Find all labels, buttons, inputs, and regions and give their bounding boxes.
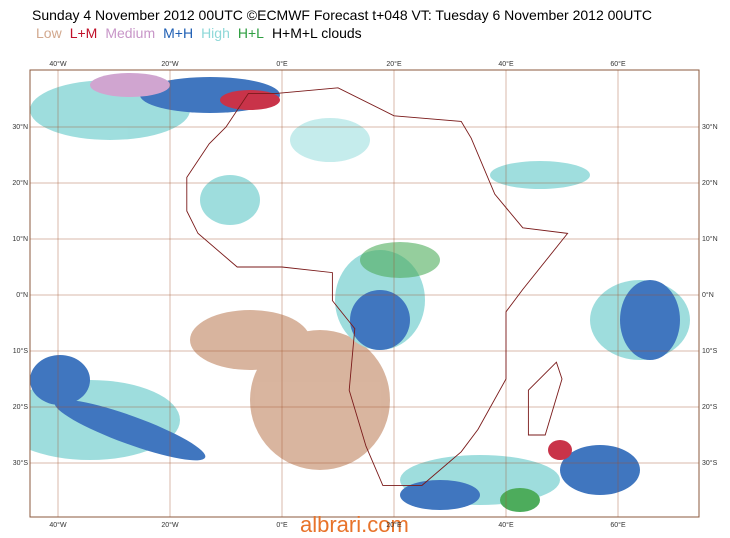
coastline bbox=[186, 87, 569, 486]
lat-label: 20°N bbox=[702, 179, 718, 187]
lon-label: 20°E bbox=[386, 60, 402, 68]
map-frame bbox=[29, 69, 700, 518]
lat-label: 20°S bbox=[13, 403, 29, 411]
lat-label: 30°S bbox=[13, 459, 29, 467]
map bbox=[30, 70, 699, 517]
lat-label: 10°S bbox=[702, 347, 718, 355]
lon-label: 40°W bbox=[49, 521, 67, 529]
lat-label: 10°S bbox=[13, 347, 29, 355]
legend: Low L+M Medium M+H High H+L H+M+L clouds bbox=[36, 25, 362, 41]
lat-label: 20°N bbox=[12, 179, 28, 187]
legend-item: M+H bbox=[163, 25, 193, 41]
lat-label: 10°N bbox=[702, 235, 718, 243]
legend-item: Low bbox=[36, 25, 63, 41]
watermark: albrari.com bbox=[300, 512, 409, 537]
lon-label: 40°E bbox=[498, 521, 514, 529]
lon-label: 60°E bbox=[610, 60, 626, 68]
lat-label: 30°S bbox=[702, 459, 718, 467]
title: Sunday 4 November 2012 00UTC ©ECMWF Fore… bbox=[32, 7, 652, 23]
lat-label: 20°S bbox=[702, 403, 718, 411]
clouds bbox=[30, 73, 690, 512]
lon-label: 40°W bbox=[49, 60, 67, 68]
lon-label: 60°E bbox=[610, 521, 626, 529]
lon-label: 20°W bbox=[161, 60, 179, 68]
lat-label: 0°N bbox=[702, 291, 714, 299]
legend-item: High bbox=[201, 25, 230, 41]
legend-item: L+M bbox=[70, 25, 98, 41]
coastline bbox=[527, 361, 563, 436]
legend-item: H+M+L clouds bbox=[272, 25, 362, 41]
lat-label: 30°N bbox=[12, 123, 28, 131]
lon-label: 20°E bbox=[386, 521, 402, 529]
lon-label: 0°E bbox=[276, 60, 288, 68]
lat-label: 0°N bbox=[16, 291, 28, 299]
lat-label: 10°N bbox=[12, 235, 28, 243]
grid bbox=[30, 70, 699, 517]
lat-label: 30°N bbox=[702, 123, 718, 131]
lon-label: 0°E bbox=[276, 521, 288, 529]
legend-item: Medium bbox=[105, 25, 155, 41]
lon-label: 40°E bbox=[498, 60, 514, 68]
lon-label: 20°W bbox=[161, 521, 179, 529]
legend-item: H+L bbox=[238, 25, 264, 41]
